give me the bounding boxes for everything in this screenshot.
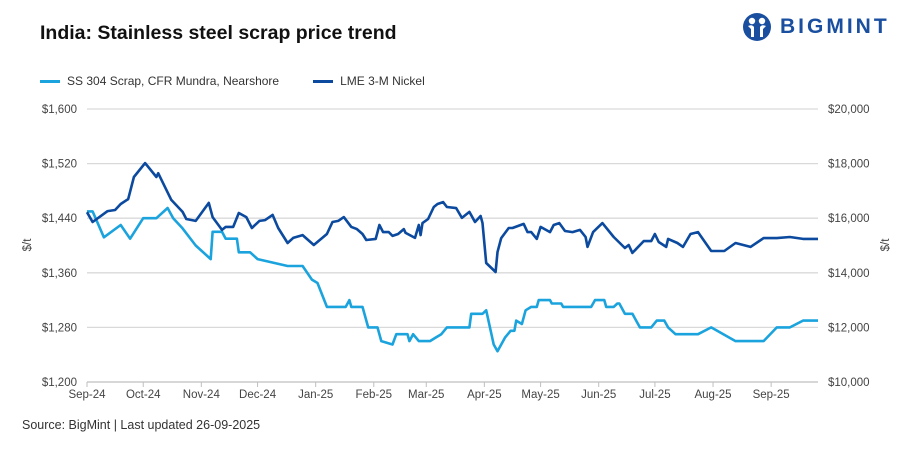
legend-swatch-ss304	[40, 79, 60, 83]
x-tick-label: Jul-25	[639, 389, 670, 401]
y-right-tick-label: $12,000	[828, 322, 870, 334]
x-tick-label: Feb-25	[356, 389, 392, 401]
y-right-tick-label: $10,000	[828, 377, 870, 389]
x-tick-label: Apr-25	[467, 389, 502, 401]
legend-swatch-nickel	[313, 79, 334, 83]
ss304-scrap-line	[87, 206, 818, 353]
y-left-axis-label: $/t	[22, 238, 34, 252]
x-tick-label: May-25	[521, 389, 559, 401]
x-tick-label: Dec-24	[239, 389, 277, 401]
x-tick-label: Nov-24	[183, 389, 221, 401]
logo-text: BIGMINT	[780, 15, 890, 38]
x-tick-label: Mar-25	[408, 389, 444, 401]
y-right-axis-label: $/t	[880, 238, 892, 252]
source-note: Source: BigMint | Last updated 26-09-202…	[22, 418, 261, 432]
legend: SS 304 Scrap, CFR Mundra, Nearshore LME …	[40, 74, 459, 88]
legend-label-ss304: SS 304 Scrap, CFR Mundra, Nearshore	[67, 74, 280, 88]
x-tick-label: Sep-25	[753, 389, 790, 401]
chart-title: India: Stainless steel scrap price trend	[40, 22, 397, 44]
y-left-tick-label: $1,200	[42, 377, 77, 389]
y-right-tick-label: $20,000	[828, 104, 870, 116]
y-left-tick-label: $1,440	[42, 213, 77, 225]
y-left-tick-label: $1,280	[42, 322, 77, 334]
x-tick-label: Oct-24	[126, 389, 161, 401]
bigmint-logo: BIGMINT	[742, 12, 890, 42]
y-right-tick-label: $16,000	[828, 213, 870, 225]
bigmint-logo-icon	[743, 13, 771, 41]
x-tick-label: Jan-25	[298, 389, 333, 401]
legend-label-nickel: LME 3-M Nickel	[340, 74, 425, 88]
lme-nickel-line	[85, 161, 818, 274]
y-left-tick-label: $1,360	[42, 268, 77, 280]
legend-item-ss304: SS 304 Scrap, CFR Mundra, Nearshore	[40, 74, 279, 88]
x-tick-label: Aug-25	[694, 389, 731, 401]
x-tick-label: Jun-25	[581, 389, 616, 401]
x-tick-label: Sep-24	[68, 389, 106, 401]
y-left-tick-label: $1,520	[42, 159, 77, 171]
y-left-tick-label: $1,600	[42, 104, 77, 116]
y-right-tick-label: $14,000	[828, 268, 870, 280]
y-right-tick-label: $18,000	[828, 159, 870, 171]
legend-item-nickel: LME 3-M Nickel	[313, 74, 425, 88]
